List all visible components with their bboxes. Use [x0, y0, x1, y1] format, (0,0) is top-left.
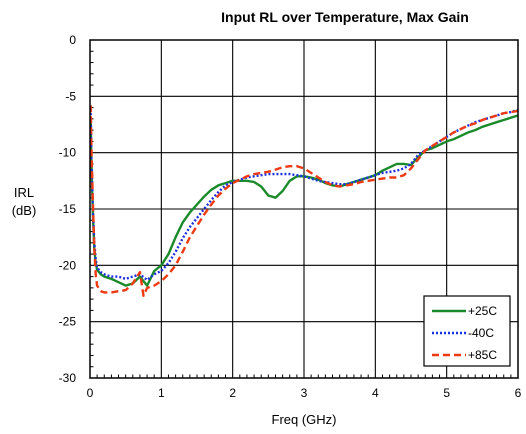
x-tick-label-1: 1 — [158, 386, 165, 400]
x-tick-label-2: 2 — [229, 386, 236, 400]
x-tick-label-0: 0 — [87, 386, 94, 400]
y-tick-label-minus10: -10 — [59, 146, 77, 160]
series-line-minus40c — [89, 108, 519, 282]
x-axis-label: Freq (GHz) — [272, 412, 337, 427]
y-tick-label-minus15: -15 — [59, 202, 77, 216]
y-tick-labels: 0 -5 -10 -15 -20 -25 -30 — [59, 33, 77, 385]
legend-label-85c: +85C — [468, 348, 497, 362]
y-axis-label-line1: IRL — [14, 185, 34, 200]
x-tick-label-4: 4 — [372, 386, 379, 400]
y-tick-label-0: 0 — [69, 33, 76, 47]
grid — [90, 40, 518, 378]
x-tick-label-6: 6 — [515, 386, 522, 400]
legend-label-minus40c: -40C — [468, 326, 494, 340]
series-layer — [89, 105, 519, 297]
x-tick-labels: 0 1 2 3 4 5 6 — [87, 386, 522, 400]
y-axis-label-line2: (dB) — [12, 203, 37, 218]
x-tick-label-3: 3 — [301, 386, 308, 400]
chart-title: Input RL over Temperature, Max Gain — [221, 9, 469, 25]
y-tick-label-minus30: -30 — [59, 371, 77, 385]
y-tick-label-minus5: -5 — [65, 89, 76, 103]
legend: +25C -40C +85C — [423, 295, 511, 367]
y-tick-label-minus25: -25 — [59, 315, 77, 329]
plot-frame — [89, 39, 519, 379]
legend-label-25c: +25C — [468, 304, 497, 318]
y-tick-label-minus20: -20 — [59, 258, 77, 272]
series-line-plus85c — [89, 105, 519, 297]
x-tick-label-5: 5 — [443, 386, 450, 400]
